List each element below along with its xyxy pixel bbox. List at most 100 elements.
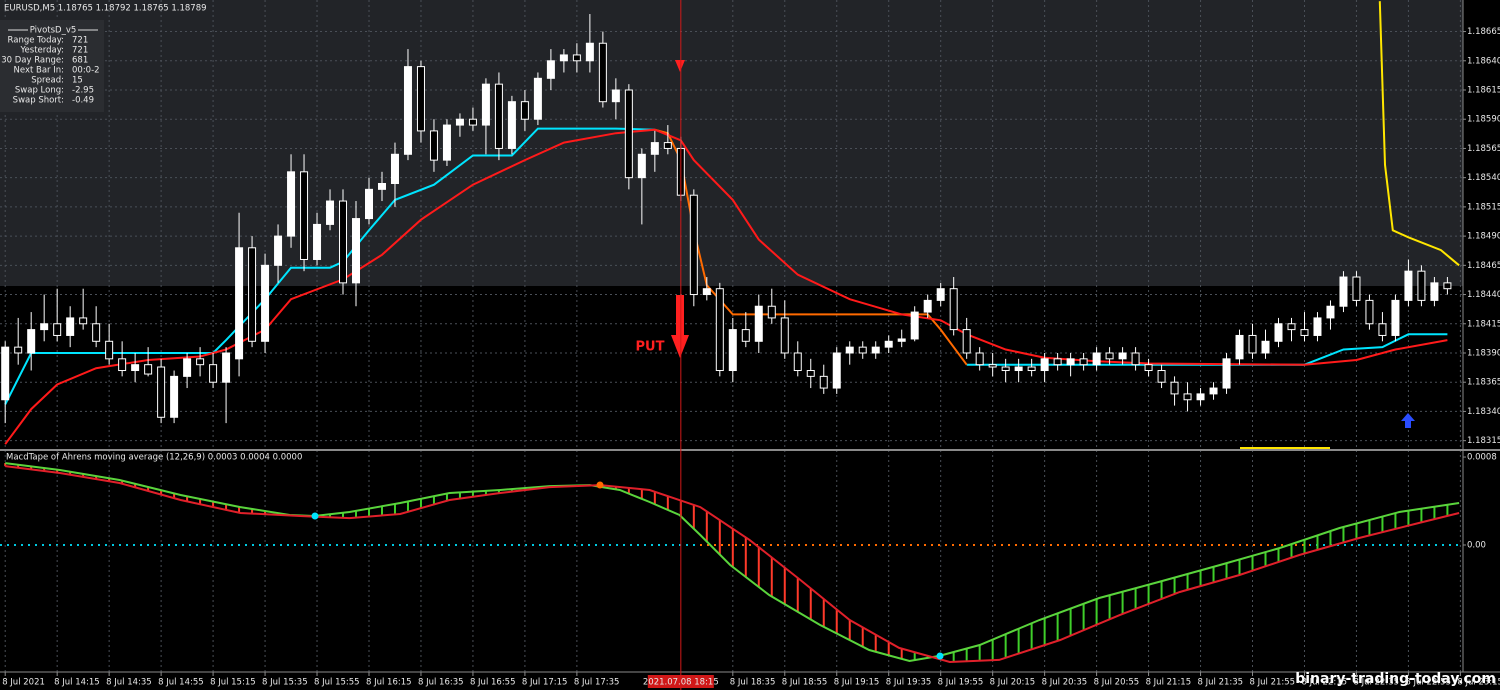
candle-body bbox=[728, 329, 737, 372]
x-tick-label: 8 Jul 22:55 bbox=[1405, 678, 1451, 688]
call-arrow bbox=[1401, 413, 1415, 428]
candle-body bbox=[1365, 299, 1374, 325]
candle-body bbox=[884, 340, 893, 348]
info-label: Next Bar In: bbox=[14, 66, 65, 76]
candle-body bbox=[352, 218, 361, 284]
y-tick-label: 0.0008 bbox=[1467, 453, 1497, 463]
x-tick-label: 8 Jul 18:35 bbox=[730, 678, 776, 688]
y-tick-label: 1.18640 bbox=[1467, 56, 1500, 66]
x-tick-label: 8 Jul 16:35 bbox=[418, 678, 464, 688]
y-tick-label: 1.18365 bbox=[1467, 378, 1500, 388]
candle-body bbox=[118, 358, 127, 372]
y-tick-label: 0.00 bbox=[1467, 541, 1486, 551]
y-tick-label: 1.18415 bbox=[1467, 319, 1500, 329]
candle-body bbox=[144, 364, 153, 375]
candle-body bbox=[923, 299, 932, 313]
candle-body bbox=[754, 305, 763, 342]
info-label: Swap Long: bbox=[15, 86, 64, 96]
candle-body bbox=[1313, 317, 1322, 336]
candle-body bbox=[170, 375, 179, 418]
x-tick-label: 8 Jul 19:15 bbox=[834, 678, 880, 688]
candle-body bbox=[1339, 276, 1348, 307]
candle-body bbox=[533, 77, 542, 120]
candle-body bbox=[390, 153, 399, 185]
x-tick-label: 8 Jul 20:15 bbox=[990, 678, 1036, 688]
candle-body bbox=[261, 264, 270, 342]
indicator-line bbox=[1378, 1, 1460, 267]
candle-body bbox=[1105, 352, 1114, 360]
y-tick-label: 1.18565 bbox=[1467, 144, 1500, 154]
candle-body bbox=[897, 338, 906, 342]
cursor-label: 2021.07.08 18:15 bbox=[643, 678, 719, 688]
info-panel bbox=[0, 20, 104, 112]
candle-body bbox=[624, 89, 633, 179]
marks bbox=[1, 1, 1460, 664]
candle-body bbox=[520, 101, 529, 120]
candle-body bbox=[1118, 352, 1127, 360]
x-tick-label: 8 Jul 21:55 bbox=[1250, 678, 1296, 688]
x-tick-label: 8 Jul 2021 bbox=[2, 678, 45, 688]
candle-body bbox=[611, 89, 620, 103]
candle-body bbox=[1040, 358, 1049, 372]
candle-body bbox=[300, 171, 309, 260]
info-label: Range Today: bbox=[8, 36, 64, 46]
candle-body bbox=[1001, 366, 1010, 372]
candle-body bbox=[196, 358, 205, 366]
info-label: Swap Short: bbox=[13, 96, 64, 106]
x-tick-label: 8 Jul 19:35 bbox=[886, 678, 932, 688]
x-tick-label: 8 Jul 14:55 bbox=[158, 678, 204, 688]
x-tick-label: 8 Jul 21:15 bbox=[1146, 678, 1192, 688]
candle-body bbox=[975, 352, 984, 366]
candle-body bbox=[1209, 387, 1218, 395]
previous-range-zone bbox=[0, 0, 1463, 286]
candle-body bbox=[1014, 366, 1023, 372]
cross-dot bbox=[311, 512, 319, 520]
candle-body bbox=[1287, 323, 1296, 331]
info-value: 15 bbox=[72, 76, 83, 86]
candle-body bbox=[1222, 358, 1231, 389]
candle-body bbox=[313, 223, 322, 260]
candle-body bbox=[442, 124, 451, 161]
candle-body bbox=[326, 200, 335, 225]
candle-body bbox=[1066, 358, 1075, 366]
y-tick-label: 1.18590 bbox=[1467, 115, 1500, 125]
candle-body bbox=[663, 142, 672, 149]
x-tick-label: 8 Jul 15:55 bbox=[314, 678, 360, 688]
signal-arrow-small bbox=[675, 60, 685, 72]
candle-body bbox=[287, 171, 296, 237]
candle-body bbox=[53, 323, 62, 336]
candle-body bbox=[715, 288, 724, 372]
candle-body bbox=[871, 346, 880, 354]
candle-body bbox=[468, 118, 477, 126]
candle-body bbox=[650, 142, 659, 155]
candle-body bbox=[507, 101, 516, 149]
info-value: -0.49 bbox=[72, 96, 94, 106]
candle-body bbox=[183, 358, 192, 377]
cursor-label-bg bbox=[647, 675, 714, 688]
candle-body bbox=[1404, 270, 1413, 301]
candle-body bbox=[1248, 334, 1257, 354]
candle-body bbox=[936, 288, 945, 301]
candle-body bbox=[66, 317, 75, 336]
put-label: PUT bbox=[636, 340, 665, 355]
candle-body bbox=[1027, 366, 1036, 372]
y-tick-label: 1.18465 bbox=[1467, 261, 1500, 271]
candle-body bbox=[559, 54, 568, 62]
y-tick-label: 1.18665 bbox=[1467, 27, 1500, 37]
candle-body bbox=[429, 130, 438, 161]
candle-body bbox=[1196, 393, 1205, 401]
x-tick-label: 8 Jul 20:55 bbox=[1094, 678, 1140, 688]
candle-body bbox=[1183, 393, 1192, 401]
candle-body bbox=[14, 346, 23, 354]
candle-body bbox=[1352, 276, 1361, 301]
candle-body bbox=[1, 346, 10, 401]
y-tick-label: 1.18340 bbox=[1467, 407, 1500, 417]
candle-body bbox=[1274, 323, 1283, 342]
candle-body bbox=[689, 194, 698, 296]
candle-body bbox=[1261, 340, 1270, 354]
candle-body bbox=[780, 317, 789, 354]
info-label: Yesterday: bbox=[19, 46, 64, 56]
candle-body bbox=[377, 183, 386, 190]
candle-body bbox=[858, 346, 867, 354]
